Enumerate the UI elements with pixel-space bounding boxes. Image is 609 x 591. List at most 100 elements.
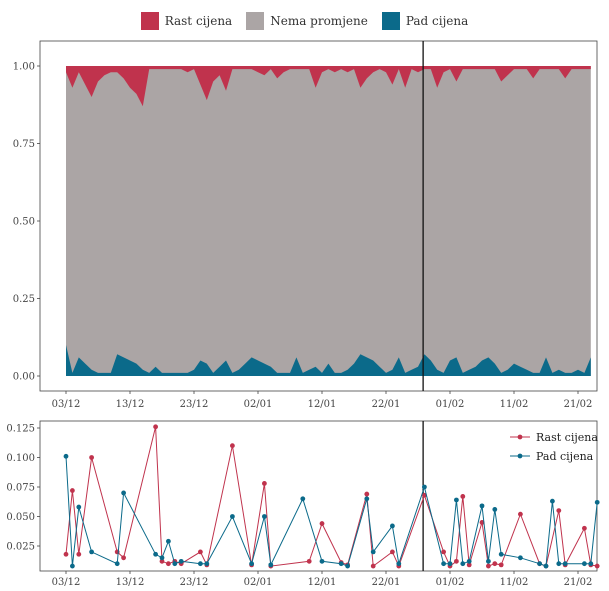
line-point-rise — [460, 494, 466, 499]
line-point-fall — [370, 549, 376, 555]
line-point-fall — [364, 496, 370, 502]
line-panel-frame — [39, 420, 598, 572]
line-point-fall — [556, 561, 562, 567]
line-point-rise — [159, 558, 165, 564]
area-xtick-label: 11/02 — [500, 399, 529, 410]
line-point-rise — [262, 481, 267, 486]
line-point-fall — [543, 563, 549, 569]
area-xtick-label: 01/02 — [436, 399, 465, 410]
line-point-fall — [172, 561, 178, 567]
line-legend-label: Pad cijena — [536, 450, 594, 463]
line-legend-dot — [517, 434, 523, 440]
line-point-rise — [454, 558, 459, 564]
line-point-fall — [550, 498, 555, 504]
line-point-fall — [396, 561, 402, 567]
line-xtick-label: 22/01 — [372, 577, 401, 588]
legend-label-fall: Pad cijena — [405, 14, 469, 28]
line-point-rise — [441, 549, 446, 555]
area-xtick-label: 23/12 — [180, 399, 209, 410]
line-point-fall — [230, 514, 235, 519]
area-panel-frame — [39, 40, 598, 392]
area-nochange — [66, 66, 591, 376]
line-point-rise — [76, 551, 82, 557]
line-point-fall — [447, 561, 453, 567]
line-point-fall — [166, 538, 171, 544]
line-point-fall — [498, 551, 504, 557]
line-point-fall — [319, 558, 325, 564]
line-point-rise — [390, 549, 395, 555]
line-point-fall — [594, 499, 600, 505]
area-ytick-label: 1.00 — [13, 62, 35, 73]
line-point-fall — [582, 561, 587, 567]
legend-swatch-rise — [140, 12, 159, 30]
legend-item-rise: Rast cijena — [140, 12, 233, 30]
line-point-rise — [466, 562, 472, 568]
line-point-fall — [268, 562, 274, 568]
line-point-fall — [89, 549, 94, 555]
area-rise — [66, 66, 591, 107]
line-point-rise — [89, 455, 94, 460]
line-point-rise — [370, 563, 376, 569]
line-point-rise — [479, 520, 485, 525]
line-point-rise — [63, 551, 69, 557]
line-point-fall — [70, 563, 75, 569]
line-point-rise — [319, 521, 325, 526]
line-point-fall — [588, 561, 594, 567]
line-point-fall — [114, 561, 120, 567]
line-point-rise — [153, 424, 159, 430]
line-point-fall — [178, 558, 184, 564]
line-point-rise — [70, 488, 75, 493]
area-xtick-label: 03/12 — [52, 399, 81, 410]
top-legend: Rast cijena Nema promjene Pad cijena — [0, 10, 609, 32]
line-point-fall — [249, 561, 255, 567]
line-series-rise — [65, 426, 598, 568]
line-point-rise — [486, 563, 491, 569]
area-xtick-label: 21/02 — [564, 399, 593, 410]
area-ytick-label: 0.00 — [13, 372, 35, 383]
line-point-rise — [556, 508, 562, 513]
line-point-rise — [422, 492, 427, 498]
line-point-rise — [166, 561, 171, 567]
line-xtick-label: 03/12 — [52, 577, 81, 588]
line-point-fall — [518, 555, 523, 561]
line-point-rise — [518, 511, 523, 517]
line-point-rise — [364, 491, 370, 497]
line-point-rise — [121, 555, 126, 561]
legend-swatch-nochange — [246, 12, 265, 30]
line-xtick-label: 11/02 — [500, 577, 529, 588]
line-xtick-label: 21/02 — [564, 577, 593, 588]
area-fall — [66, 345, 591, 376]
legend-item-fall: Pad cijena — [381, 12, 469, 30]
line-point-fall — [76, 504, 82, 510]
line-point-fall — [422, 484, 427, 490]
area-xtick-label: 13/12 — [116, 399, 145, 410]
line-ytick-label: 0.025 — [6, 542, 35, 553]
line-point-fall — [466, 558, 472, 564]
line-ytick-label: 0.125 — [6, 424, 35, 435]
line-point-rise — [498, 562, 504, 568]
line-point-rise — [594, 563, 600, 569]
line-xtick-label: 01/02 — [436, 577, 465, 588]
line-point-fall — [300, 496, 306, 502]
line-ytick-label: 0.050 — [6, 512, 35, 523]
legend-label-rise: Rast cijena — [164, 14, 233, 28]
line-xtick-label: 23/12 — [180, 577, 209, 588]
line-point-fall — [537, 561, 542, 567]
legend-label-nochange: Nema promjene — [270, 14, 368, 28]
line-point-rise — [230, 443, 235, 449]
area-xtick-label: 12/01 — [308, 399, 337, 410]
area-xtick-label: 22/01 — [372, 399, 401, 410]
line-legend-label: Rast cijena — [536, 431, 598, 444]
area-ytick-label: 0.75 — [13, 139, 35, 150]
line-point-fall — [479, 503, 485, 509]
line-legend-dot — [517, 453, 523, 459]
line-point-fall — [460, 561, 466, 567]
line-point-fall — [63, 453, 69, 459]
area-ytick-label: 0.25 — [13, 294, 35, 305]
line-point-fall — [338, 561, 344, 567]
area-ytick-label: 0.50 — [13, 217, 35, 228]
line-point-fall — [121, 490, 126, 496]
legend-swatch-fall — [381, 12, 400, 30]
line-point-fall — [441, 561, 446, 567]
